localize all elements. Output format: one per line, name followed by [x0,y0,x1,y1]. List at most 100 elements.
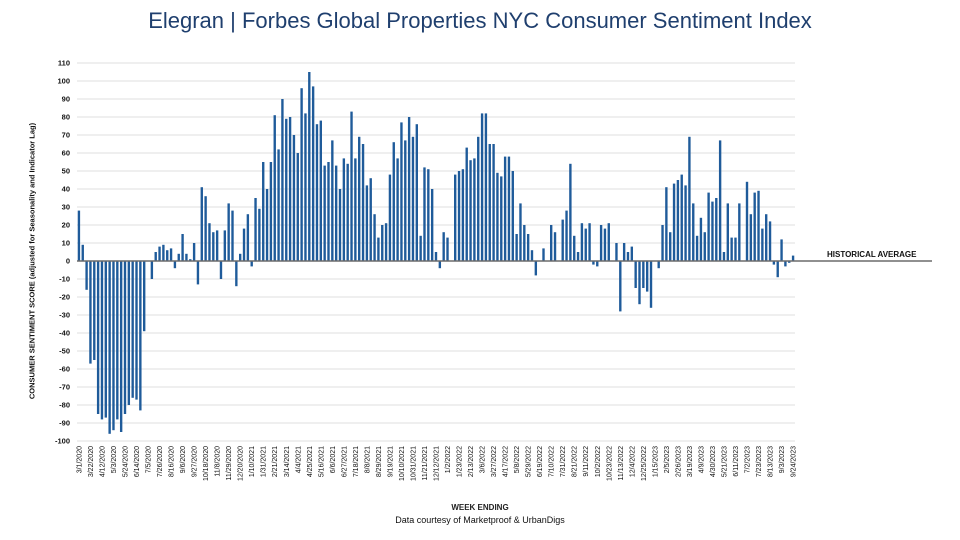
bar [262,162,265,261]
bar [235,261,238,287]
bar [430,189,434,261]
y-tick-label: -100 [55,437,70,446]
bar [753,192,756,261]
x-tick-label: 8/21/2022 [572,446,579,477]
bar [534,261,538,276]
y-tick-label: -70 [59,383,70,392]
x-tick-label: 4/17/2022 [503,446,510,477]
bar [315,124,319,261]
x-tick-label: 2/5/2023 [664,446,671,473]
bar [457,171,461,261]
bar [665,187,668,261]
bar [358,136,361,261]
x-tick-label: 11/13/2022 [618,446,625,481]
bar [642,261,645,288]
bar [473,158,476,261]
bar [657,261,660,269]
x-tick-label: 6/6/2021 [330,446,337,473]
bar [480,113,484,262]
x-tick-label: 6/11/2023 [733,446,740,477]
bar [204,196,207,261]
y-axis-label: CONSUMER SENTIMENT SCORE (adjusted for S… [27,122,37,400]
y-tick-label: 10 [62,239,70,248]
bar [638,261,641,305]
x-tick-label: 9/11/2022 [583,446,590,477]
bar [384,223,388,261]
y-tick-label: 100 [57,77,70,86]
bar [192,243,196,261]
bar [123,261,127,414]
bar [100,261,104,420]
bar [730,237,733,261]
x-tick-label: 2/26/2023 [675,446,682,477]
chart-title-brand: Elegran | Forbes Global Properties [148,8,487,33]
x-tick-label: 10/31/2021 [410,446,417,481]
bar [77,210,81,261]
bar [492,144,495,261]
x-tick-label: 8/13/2023 [768,446,775,477]
y-tick-label: 110 [58,59,70,68]
bar [200,187,203,261]
x-tick-label: 10/23/2022 [606,446,613,481]
bar [219,261,223,279]
bar [442,232,445,261]
bar [507,156,511,261]
bar [645,261,649,292]
x-tick-label: 5/8/2022 [514,446,521,473]
bar [227,203,230,261]
bar [319,120,323,261]
bar [469,160,472,261]
bar [703,232,706,261]
bar [757,190,760,261]
x-tick-label: 12/25/2022 [641,446,648,481]
bar [715,198,718,261]
bar [722,252,726,261]
bar [438,261,442,269]
bar [273,115,276,261]
bar [177,253,180,261]
bar [484,113,488,262]
bar [626,252,630,261]
bar [765,214,768,261]
y-tick-label: 0 [66,257,70,266]
x-tick-label: 5/24/2020 [122,446,129,477]
x-tick-label: 4/30/2023 [710,446,717,477]
bar [523,225,526,261]
bar [373,214,376,261]
y-tick-label: 60 [62,149,70,158]
bar [423,167,426,261]
bar [684,185,687,261]
bar [208,223,211,261]
x-tick-label: 3/27/2022 [491,446,498,477]
bar [780,239,783,261]
bar [392,142,395,261]
bar [542,248,545,261]
bar [331,140,334,261]
x-tick-label: 10/2/2022 [595,446,602,477]
bar [561,219,564,261]
x-tick-label: 3/14/2021 [284,446,291,477]
bar [93,261,96,360]
bar [323,165,326,261]
x-tick-label: 5/29/2022 [526,446,533,477]
x-tick-label: 11/29/2020 [226,446,233,481]
y-tick-label: -10 [59,275,70,284]
bar [477,136,480,261]
bar [127,261,131,405]
bar [411,136,415,261]
bar [695,235,699,261]
bar [496,172,499,261]
x-tick-label: 1/31/2021 [261,446,268,477]
bar [300,88,303,261]
bar [465,147,468,261]
bar [181,234,184,261]
x-tick-label: 2/21/2021 [272,446,279,477]
y-tick-label: -90 [59,419,70,428]
bar [718,140,722,261]
bar [189,259,192,261]
x-tick-label: 8/16/2020 [169,446,176,477]
bar [607,223,610,261]
x-tick-label: 6/14/2020 [134,446,141,477]
bar [396,158,399,261]
